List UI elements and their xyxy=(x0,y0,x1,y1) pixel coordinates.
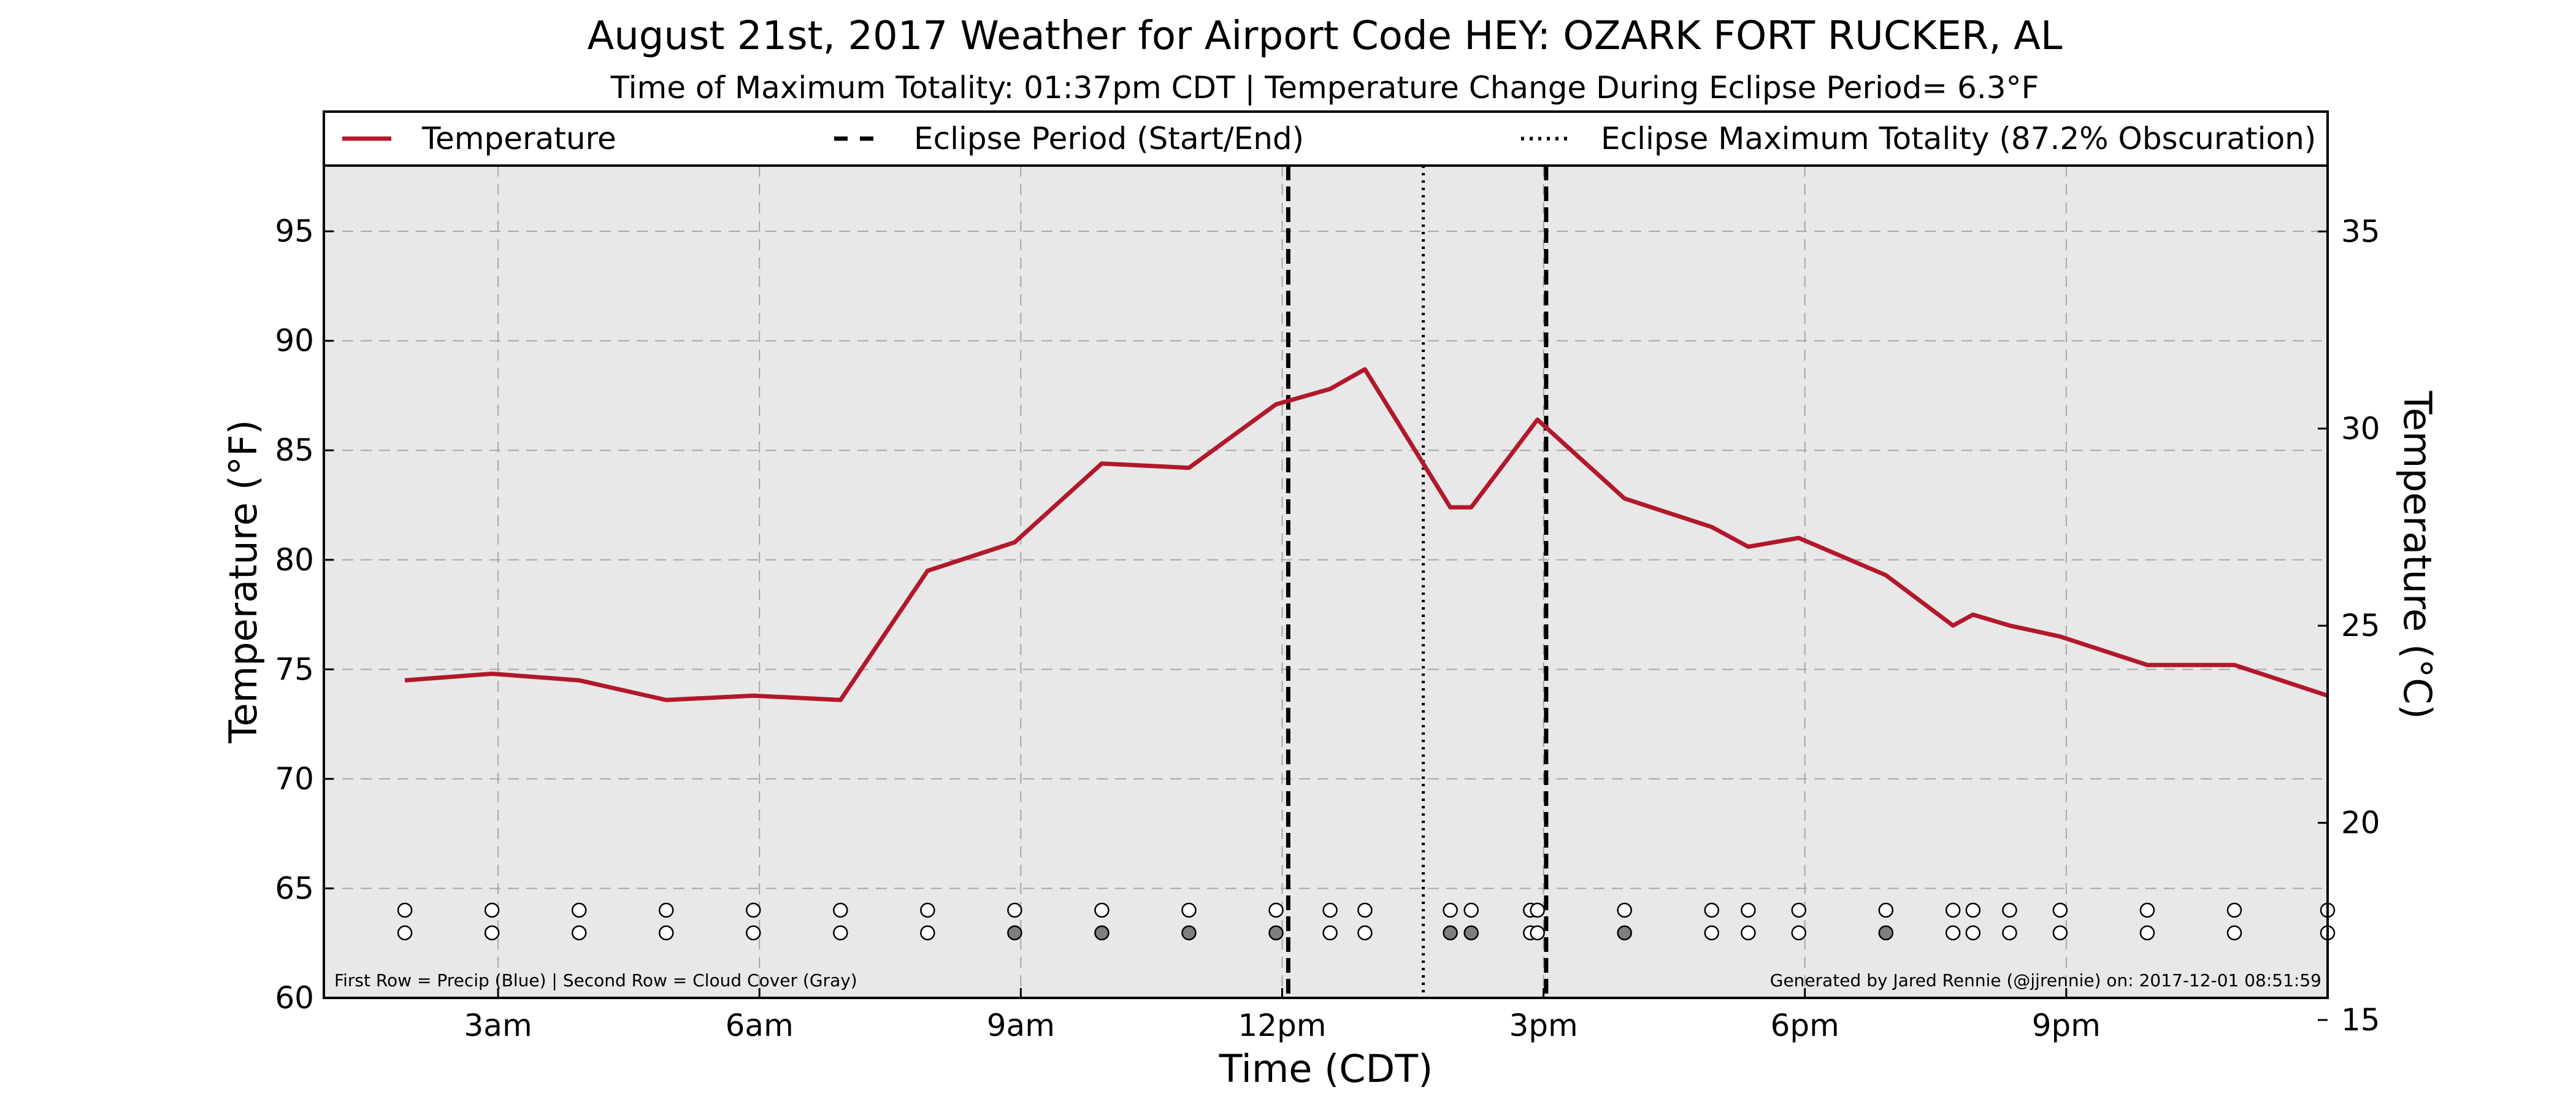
precip-marker xyxy=(1357,902,1373,918)
cloud-marker xyxy=(1617,925,1632,941)
precip-marker xyxy=(1443,902,1458,918)
x-axis: 3am 6am 9am 12pm 3pm 6pm 9pm xyxy=(464,988,2101,1043)
cloud-marker xyxy=(571,925,587,941)
cloud-marker xyxy=(1530,925,1545,941)
precip-marker xyxy=(2226,902,2242,918)
right-y-axis: 15 20 25 30 35 xyxy=(2318,213,2380,1038)
footnote-right: Generated by Jared Rennie (@jjrennie) on… xyxy=(1770,970,2321,991)
cloud-marker xyxy=(658,925,674,941)
x-tick-label: 6pm xyxy=(1771,1008,1839,1043)
precip-marker xyxy=(484,902,500,918)
y-right-tick-label: 35 xyxy=(2341,213,2380,249)
precip-marker xyxy=(1965,902,1981,918)
plot-frame xyxy=(323,164,2329,999)
y-right-tick-label: 25 xyxy=(2341,608,2380,643)
y-right-tick-label: 20 xyxy=(2341,805,2380,841)
x-tick-label: 9pm xyxy=(2032,1008,2101,1043)
legend-eclipse-max-label: Eclipse Maximum Totality (87.2% Obscurat… xyxy=(1601,121,2316,156)
y-tick-label: 90 xyxy=(275,323,314,359)
precip-marker xyxy=(1322,902,1338,918)
cloud-marker xyxy=(1741,925,1756,941)
precip-marker xyxy=(1617,902,1632,918)
y-axis-label-right: Temperature (°C) xyxy=(2395,390,2440,719)
cloud-marker xyxy=(2226,925,2242,941)
cloud-marker xyxy=(1704,925,1720,941)
cloud-marker xyxy=(1878,925,1894,941)
cloud-marker xyxy=(1791,925,1807,941)
chart-title: August 21st, 2017 Weather for Airport Co… xyxy=(587,13,2062,59)
cloud-marker xyxy=(1443,925,1458,941)
plot-area xyxy=(324,166,2328,998)
precip-marker xyxy=(1530,902,1545,918)
precip-marker xyxy=(833,902,848,918)
legend-frame xyxy=(323,110,2329,167)
precip-marker xyxy=(1878,902,1894,918)
grid-lines xyxy=(324,166,2328,998)
legend-temperature-label: Temperature xyxy=(421,121,616,156)
y-tick-label: 95 xyxy=(275,213,314,249)
temperature-series xyxy=(404,367,2329,702)
cloud-marker xyxy=(746,925,761,941)
precip-marker xyxy=(746,902,761,918)
cloud-marker xyxy=(1322,925,1338,941)
precip-marker xyxy=(2002,902,2017,918)
y-tick-label: 80 xyxy=(275,542,314,578)
cloud-marker xyxy=(1965,925,1981,941)
precip-marker xyxy=(397,902,413,918)
y-right-tick-label: 30 xyxy=(2341,411,2380,447)
chart-subtitle: Time of Maximum Totality: 01:37pm CDT | … xyxy=(610,70,2039,105)
y-tick-label: 65 xyxy=(275,870,314,906)
cloud-marker xyxy=(2139,925,2155,941)
observation-markers xyxy=(397,902,2336,941)
cloud-marker xyxy=(397,925,413,941)
y-tick-label: 75 xyxy=(275,651,314,687)
x-tick-label: 3am xyxy=(464,1008,532,1043)
cloud-marker xyxy=(1007,925,1022,941)
precip-marker xyxy=(2052,902,2068,918)
precip-marker xyxy=(1007,902,1022,918)
cloud-marker xyxy=(1463,925,1479,941)
precip-marker xyxy=(1181,902,1197,918)
precip-marker xyxy=(2139,902,2155,918)
cloud-marker xyxy=(920,925,935,941)
y-right-tick-label: 15 xyxy=(2341,1002,2380,1038)
x-axis-label: Time (CDT) xyxy=(1219,1046,1433,1091)
left-y-axis: 60 65 70 75 80 85 90 95 xyxy=(275,213,334,1016)
legend: Temperature Eclipse Period (Start/End) E… xyxy=(323,110,2329,167)
y-tick-label: 70 xyxy=(275,761,314,797)
cloud-marker xyxy=(1181,925,1197,941)
precip-marker xyxy=(1945,902,1961,918)
legend-eclipse-period-label: Eclipse Period (Start/End) xyxy=(914,121,1304,156)
precip-marker xyxy=(1463,902,1479,918)
precip-marker xyxy=(658,902,674,918)
cloud-marker xyxy=(1268,925,1284,941)
x-tick-label: 6am xyxy=(726,1008,794,1043)
cloud-marker xyxy=(1094,925,1110,941)
cloud-marker xyxy=(2052,925,2068,941)
precip-marker xyxy=(920,902,935,918)
cloud-marker xyxy=(833,925,848,941)
precip-marker xyxy=(1704,902,1720,918)
y-axis-label-left: Temperature (°F) xyxy=(221,420,266,743)
y-tick-label: 85 xyxy=(275,432,314,468)
precip-marker xyxy=(1741,902,1756,918)
precip-marker xyxy=(1268,902,1284,918)
cloud-marker xyxy=(484,925,500,941)
x-tick-label: 9am xyxy=(987,1008,1055,1043)
cloud-marker xyxy=(1945,925,1961,941)
x-tick-label: 12pm xyxy=(1238,1008,1326,1043)
footnote-left: First Row = Precip (Blue) | Second Row =… xyxy=(334,970,857,991)
x-tick-label: 3pm xyxy=(1509,1008,1577,1043)
cloud-marker xyxy=(2002,925,2017,941)
precip-marker xyxy=(1791,902,1807,918)
eclipse-markers xyxy=(1286,166,1549,998)
y-tick-label: 60 xyxy=(275,980,314,1016)
precip-marker xyxy=(1094,902,1110,918)
cloud-marker xyxy=(1357,925,1373,941)
precip-marker xyxy=(571,902,587,918)
temperature-line xyxy=(404,367,2329,702)
